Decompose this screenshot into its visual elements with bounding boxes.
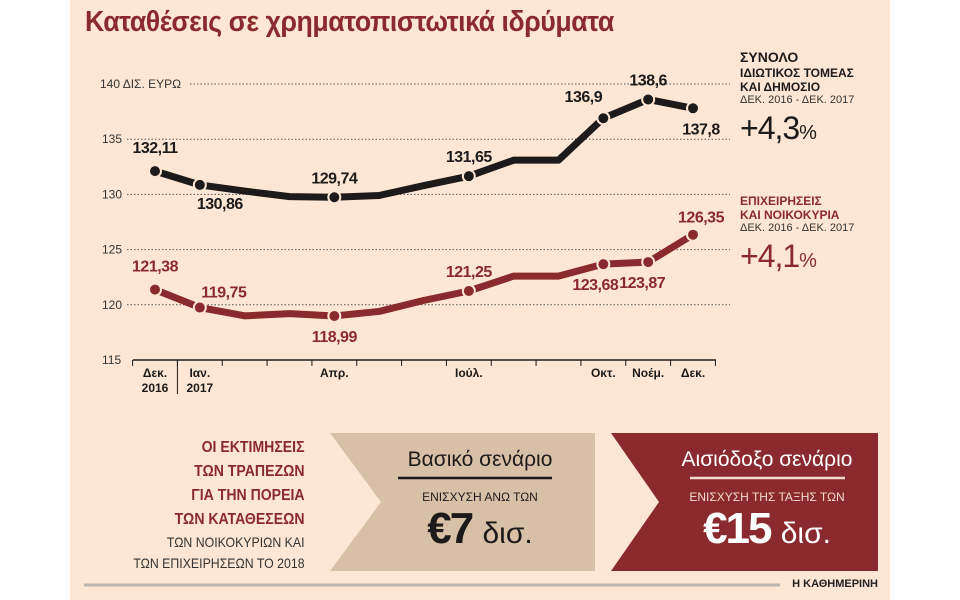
base-scenario: Βασικό σενάριο ΕΝΙΣΧΥΣΗ ΑΝΩ ΤΩΝ €7 δισ.: [380, 448, 580, 554]
total-period: ΔΕΚ. 2016 - ΔΕΚ. 2017: [740, 94, 855, 106]
business-change-unit: %: [799, 250, 817, 272]
estimates-heading-line: ΟΙ ΕΚΤΙΜΗΣΕΙΣ: [202, 439, 305, 456]
optimistic-scenario-title: Αισιόδοξο σενάριο: [681, 448, 853, 471]
x-tick-label: Απρ.: [320, 366, 349, 380]
estimates-heading-line: ΤΩΝ ΚΑΤΑΘΕΣΕΩΝ: [175, 511, 305, 528]
total-change-value: +4,3: [740, 110, 800, 146]
estimates-sub-line: ΤΩΝ ΕΠΙΧΕΙΡΗΣΕΩΝ ΤΟ 2018: [133, 555, 305, 571]
optimistic-value: €15: [703, 504, 772, 553]
data-point: [596, 257, 611, 272]
total-change-unit: %: [799, 122, 817, 144]
base-scenario-sub: ΕΝΙΣΧΥΣΗ ΑΝΩ ΤΩΝ: [422, 490, 538, 504]
total-subheading-2: ΚΑΙ ΔΗΜΟΣΙΟ: [740, 80, 821, 94]
estimates-heading-line: ΤΩΝ ΤΡΑΠΕΖΩΝ: [194, 463, 305, 480]
y-tick-label: 135: [102, 132, 122, 146]
data-label: 132,11: [132, 140, 178, 157]
y-tick-label: 130: [102, 187, 122, 201]
x-tick-label: Οκτ.: [591, 366, 616, 380]
page-title: Καταθέσεις σε χρηματοπιστωτικά ιδρύματα: [85, 6, 614, 38]
x-tick-label: 2016: [142, 381, 169, 395]
estimates-description: ΟΙ ΕΚΤΙΜΗΣΕΙΣ ΤΩΝ ΤΡΑΠΕΖΩΝ ΓΙΑ ΤΗΝ ΠΟΡΕΙ…: [110, 436, 305, 574]
data-label: 123,87: [619, 275, 666, 292]
data-label: 129,74: [311, 170, 358, 187]
series-line: [153, 95, 694, 201]
brand-logo: Η ΚΑΘΗΜΕΡΙΝΗ: [788, 578, 878, 590]
base-scenario-title: Βασικό σενάριο: [407, 448, 553, 471]
data-label: 138,6: [629, 72, 667, 89]
base-scenario-value: €7 δισ.: [380, 504, 580, 554]
total-heading: ΣΥΝΟΛΟ: [740, 49, 799, 65]
business-heading-2: ΚΑΙ ΝΟΙΚΟΚΥΡΙΑ: [740, 208, 840, 222]
data-point: [686, 101, 700, 116]
data-label: 137,8: [682, 121, 720, 138]
data-point: [192, 300, 207, 315]
data-point: [461, 284, 476, 298]
data-label: 123,68: [572, 277, 619, 294]
x-tick-label: Ιαν.: [189, 366, 210, 380]
data-label: 121,25: [446, 264, 493, 281]
business-heading-1: ΕΠΙΧΕΙΡΗΣΕΙΣ: [740, 194, 822, 208]
x-tick-label: Νοέμ.: [632, 366, 664, 380]
optimistic-scenario-sub: ΕΝΙΣΧΥΣΗ ΤΗΣ ΤΑΞΗΣ ΤΩΝ: [689, 490, 845, 504]
estimates-sub-line: ΤΩΝ ΝΟΙΚΟΚΥΡΙΩΝ ΚΑΙ: [167, 534, 305, 550]
data-point: [596, 111, 611, 126]
total-subheading-1: ΙΔΙΩΤΙΚΟΣ ΤΟΜΕΑΣ: [740, 66, 854, 80]
data-label: 130,86: [197, 196, 244, 213]
business-change: +4,1%: [740, 238, 854, 275]
y-tick-label: 115: [102, 353, 121, 367]
optimistic-scenario: Αισιόδοξο σενάριο ΕΝΙΣΧΥΣΗ ΤΗΣ ΤΑΞΗΣ ΤΩΝ…: [667, 448, 867, 554]
data-label: 119,75: [201, 285, 247, 302]
optimistic-scenario-value: €15 δισ.: [667, 504, 867, 554]
series-line: [153, 231, 695, 320]
data-point: [686, 227, 700, 242]
business-period: ΔΕΚ. 2016 - ΔΕΚ. 2017: [740, 222, 855, 234]
x-tick-label: 2017: [186, 381, 213, 395]
data-point: [148, 164, 162, 179]
data-label: 118,99: [312, 329, 358, 346]
data-point: [641, 255, 656, 270]
optimistic-unit: δισ.: [780, 517, 831, 550]
data-label: 131,65: [446, 149, 493, 166]
y-axis-label: 140 ΔΙΣ. ΕΥΡΩ: [100, 77, 181, 91]
y-tick-label: 125: [102, 243, 122, 257]
data-point: [327, 308, 342, 323]
total-summary: ΣΥΝΟΛΟ ΙΔΙΩΤΙΚΟΣ ΤΟΜΕΑΣ ΚΑΙ ΔΗΜΟΣΙΟ ΔΕΚ.…: [740, 48, 854, 147]
x-tick-label: Ιούλ.: [455, 366, 483, 380]
base-value: €7: [427, 504, 474, 553]
business-summary: ΕΠΙΧΕΙΡΗΣΕΙΣ ΚΑΙ ΝΟΙΚΟΚΥΡΙΑ ΔΕΚ. 2016 - …: [740, 194, 854, 275]
base-unit: δισ.: [482, 517, 533, 550]
data-point: [641, 92, 656, 107]
data-label: 136,9: [565, 89, 603, 106]
data-point: [327, 190, 342, 205]
x-tick-label: Δεκ.: [681, 366, 705, 380]
data-point: [461, 169, 476, 184]
data-label: 126,35: [678, 210, 725, 227]
data-label: 121,38: [132, 259, 179, 276]
estimates-heading-line: ΓΙΑ ΤΗΝ ΠΟΡΕΙΑ: [191, 487, 305, 504]
total-change: +4,3%: [740, 110, 854, 147]
business-change-value: +4,1: [740, 238, 800, 274]
x-tick-label: Δεκ.: [143, 366, 167, 380]
data-point: [192, 177, 207, 192]
y-tick-label: 120: [102, 298, 122, 312]
data-point: [148, 282, 162, 297]
